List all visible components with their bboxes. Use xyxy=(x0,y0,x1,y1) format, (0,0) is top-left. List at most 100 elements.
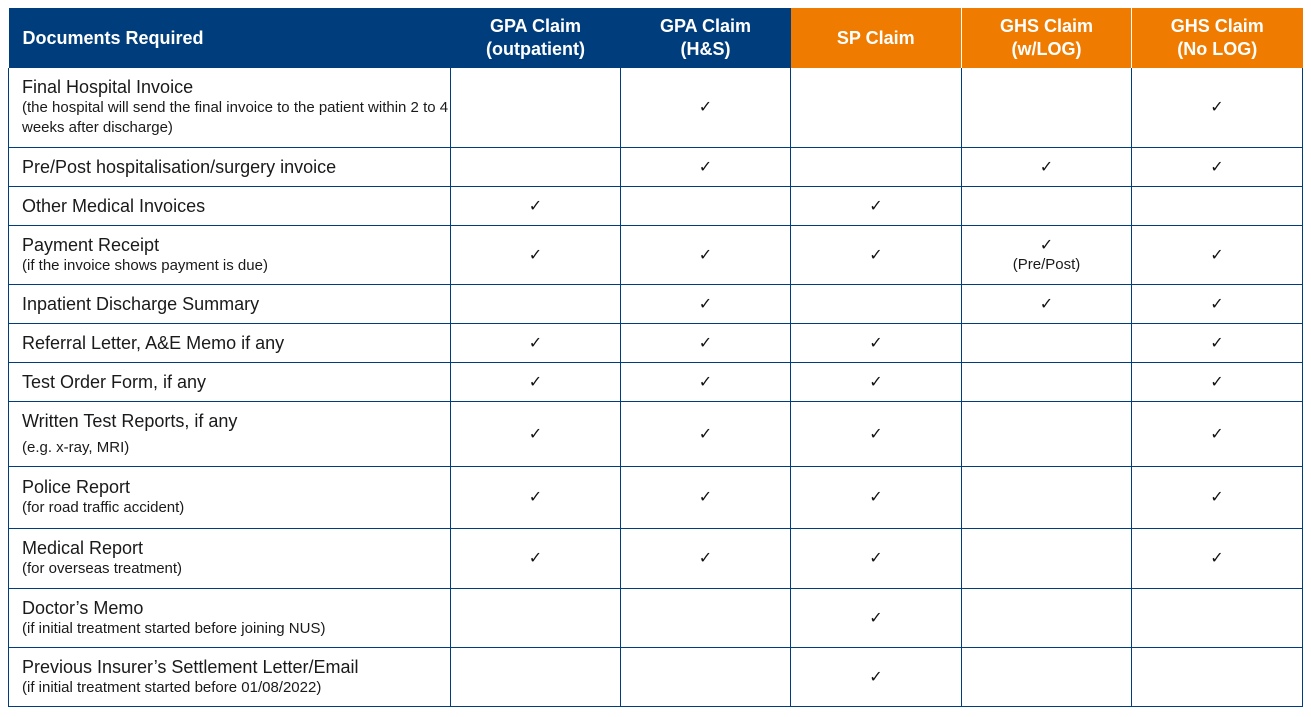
cell-ghs-wlog xyxy=(961,323,1132,363)
cell-ghs-nolog: ✓ xyxy=(1131,466,1303,529)
checkmark-icon: ✓ xyxy=(698,423,713,443)
document-cell: Payment Receipt (if the invoice shows pay… xyxy=(8,225,451,285)
checkmark-icon: ✓ xyxy=(698,332,713,352)
cell-gpa-hs: ✓ xyxy=(620,147,791,187)
cell-ghs-nolog: ✓ xyxy=(1131,401,1303,467)
checkmark-icon: ✓ xyxy=(698,244,713,264)
cell-gpa-outpatient: ✓ xyxy=(450,225,621,285)
cell-gpa-hs: ✓ xyxy=(620,466,791,529)
header-documents-required: Documents Required xyxy=(8,8,451,68)
cell-ghs-nolog: ✓ xyxy=(1131,323,1303,363)
cell-gpa-hs: ✓ xyxy=(620,528,791,589)
cell-ghs-nolog xyxy=(1131,588,1303,648)
header-ghs-claim-wlog: GHS Claim (w/LOG) xyxy=(961,8,1132,68)
checkmark-icon: ✓ xyxy=(528,195,543,215)
document-note: (if initial treatment started before 01/… xyxy=(22,678,322,696)
cell-gpa-hs xyxy=(620,647,791,707)
cell-gpa-outpatient: ✓ xyxy=(450,401,621,467)
cell-ghs-wlog xyxy=(961,588,1132,648)
cell-sp xyxy=(790,68,962,148)
cell-ghs-nolog: ✓ xyxy=(1131,284,1303,324)
cell-gpa-hs: ✓ xyxy=(620,401,791,467)
cell-ghs-nolog: ✓ xyxy=(1131,528,1303,589)
cell-ghs-nolog: ✓ xyxy=(1131,362,1303,402)
checkmark-icon: ✓ xyxy=(1210,332,1224,352)
checkmark-icon: ✓ xyxy=(869,666,883,686)
checkmark-icon: ✓ xyxy=(698,293,713,313)
document-note: (for overseas treatment) xyxy=(22,560,183,577)
checkmark-icon: ✓ xyxy=(528,244,543,264)
checkmark-icon: ✓ xyxy=(528,487,543,506)
cell-sp: ✓ xyxy=(790,647,962,707)
cell-ghs-nolog: ✓ xyxy=(1131,147,1303,187)
document-cell: Previous Insurer’s Settlement Letter/Ema… xyxy=(8,647,451,707)
cell-sp: ✓ xyxy=(790,466,962,529)
checkmark-icon: ✓ xyxy=(869,332,883,352)
checkmark-icon: ✓ xyxy=(869,423,883,443)
document-title: Previous Insurer’s Settlement Letter/Ema… xyxy=(22,656,359,677)
cell-ghs-wlog xyxy=(961,647,1132,707)
checkmark-icon: ✓ xyxy=(698,156,713,176)
checkmark-icon: ✓ xyxy=(698,371,713,391)
cell-gpa-outpatient xyxy=(450,284,621,324)
cell-sp: ✓ xyxy=(790,323,962,363)
cell-ghs-wlog xyxy=(961,528,1132,589)
cell-gpa-outpatient xyxy=(450,588,621,648)
table-row: Referral Letter, A&E Memo if any ✓ ✓ ✓ ✓ xyxy=(8,323,1303,363)
checkmark-icon: ✓ xyxy=(1210,548,1224,567)
document-title: Inpatient Discharge Summary xyxy=(22,293,260,314)
document-title: Medical Report xyxy=(22,538,144,558)
checkmark-icon: ✓ xyxy=(698,548,713,567)
cell-gpa-outpatient: ✓ xyxy=(450,528,621,589)
cell-note: (Pre/Post) xyxy=(1012,255,1081,273)
cell-sp xyxy=(790,147,962,187)
document-title: Other Medical Invoices xyxy=(22,195,206,216)
cell-gpa-hs: ✓ xyxy=(620,284,791,324)
document-title: Written Test Reports, if any xyxy=(22,410,238,431)
table-row: Other Medical Invoices ✓ ✓ xyxy=(8,186,1303,226)
cell-ghs-wlog xyxy=(961,362,1132,402)
document-title: Police Report xyxy=(22,477,131,497)
checkmark-icon: ✓ xyxy=(1039,293,1054,313)
cell-gpa-outpatient xyxy=(450,68,621,148)
document-title: Test Order Form, if any xyxy=(22,371,207,392)
document-title: Doctor’s Memo xyxy=(22,597,144,618)
table-row: Test Order Form, if any ✓ ✓ ✓ ✓ xyxy=(8,362,1303,402)
table-row: Medical Report (for overseas treatment) ✓ ✓… xyxy=(8,528,1303,589)
cell-ghs-wlog: ✓ xyxy=(961,147,1132,187)
checkmark-icon: ✓ xyxy=(1210,293,1224,313)
cell-ghs-nolog xyxy=(1131,647,1303,707)
document-title: Final Hospital Invoice xyxy=(22,77,194,98)
documents-table: Documents Required GPA Claim (outpatient)… xyxy=(8,8,1303,707)
document-cell: Referral Letter, A&E Memo if any xyxy=(8,323,451,363)
document-note: (the hospital will send the final invoic… xyxy=(22,99,449,137)
cell-gpa-outpatient: ✓ xyxy=(450,186,621,226)
checkmark-icon: ✓ xyxy=(528,371,543,391)
cell-gpa-outpatient xyxy=(450,147,621,187)
checkmark-icon: ✓ xyxy=(698,487,713,506)
table-row: Payment Receipt (if the invoice shows pay… xyxy=(8,225,1303,285)
document-cell: Final Hospital Invoice (the hospital will… xyxy=(8,68,451,148)
checkmark-icon: ✓ xyxy=(1210,156,1224,176)
table-row: Inpatient Discharge Summary ✓ ✓ ✓ xyxy=(8,284,1303,324)
cell-gpa-hs: ✓ xyxy=(620,362,791,402)
document-cell: Other Medical Invoices xyxy=(8,186,451,226)
cell-gpa-outpatient: ✓ xyxy=(450,323,621,363)
document-title: Referral Letter, A&E Memo if any xyxy=(22,332,285,353)
cell-sp: ✓ xyxy=(790,588,962,648)
header-gpa-claim-outpatient: GPA Claim (outpatient) xyxy=(450,8,621,68)
header-gpa-claim-hs: GPA Claim (H&S) xyxy=(620,8,791,68)
checkmark-icon: ✓ xyxy=(869,195,883,215)
document-title: Payment Receipt xyxy=(22,234,160,255)
checkmark-icon: ✓ xyxy=(869,487,883,506)
document-cell: Police Report (for road traffic accident) xyxy=(8,466,451,529)
checkmark-icon: ✓ xyxy=(869,371,883,391)
cell-gpa-outpatient xyxy=(450,647,621,707)
document-title: Pre/Post hospitalisation/surgery invoice xyxy=(22,156,337,177)
cell-sp: ✓ xyxy=(790,528,962,589)
checkmark-icon: ✓ xyxy=(1039,156,1054,176)
table-body: Final Hospital Invoice (the hospital will… xyxy=(8,68,1303,707)
cell-gpa-outpatient: ✓ xyxy=(450,466,621,529)
cell-sp xyxy=(790,284,962,324)
document-note: (for road traffic accident) xyxy=(22,499,185,516)
